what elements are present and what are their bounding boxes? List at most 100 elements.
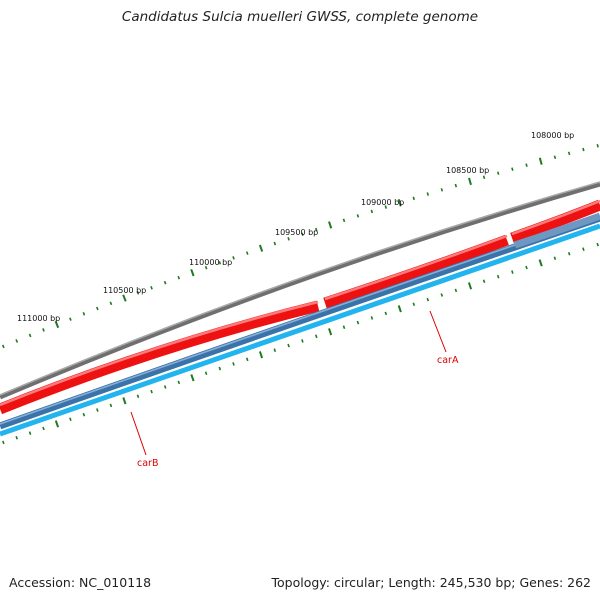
- inner-tick-minor: [384, 311, 388, 316]
- inner-tick-minor: [356, 320, 360, 325]
- outer-tick-minor: [525, 163, 528, 167]
- reverse-gene-end-cap: [513, 212, 600, 249]
- forward-gene-next: [510, 199, 600, 244]
- inner-tick-minor: [553, 256, 557, 261]
- outer-tick-minor: [273, 241, 277, 246]
- outer-tick-minor: [497, 171, 500, 175]
- outer-tick-major: [328, 221, 333, 229]
- outer-tick-minor: [426, 192, 430, 196]
- inner-tick-minor: [426, 297, 430, 302]
- carB-label-line: [130, 411, 147, 456]
- outer-tick-minor: [370, 209, 374, 214]
- inner-scale-ticks: [2, 242, 599, 445]
- outer-tick-minor: [150, 286, 153, 290]
- scale-label-109000: 109000 bp: [361, 198, 404, 207]
- outer-tick-minor: [440, 188, 444, 192]
- inner-tick-minor: [370, 316, 374, 320]
- gene-label-carB: carB: [137, 458, 158, 469]
- inner-tick-minor: [301, 339, 304, 343]
- outer-tick-major: [468, 177, 472, 186]
- inner-tick-major: [538, 259, 543, 267]
- scale-label-110000: 110000 bp: [189, 258, 232, 267]
- inner-tick-minor: [440, 293, 444, 297]
- scale-label-108500: 108500 bp: [446, 166, 489, 175]
- backbone-highlight: [0, 181, 600, 396]
- inner-tick-minor: [218, 366, 222, 371]
- outer-tick-minor: [245, 251, 249, 255]
- inner-tick-minor: [582, 247, 585, 251]
- inner-tick-minor: [42, 426, 45, 431]
- inner-tick-minor: [2, 440, 5, 445]
- inner-tick-minor: [82, 412, 86, 417]
- inner-tick-major: [190, 374, 195, 382]
- outer-tick-minor: [596, 144, 599, 148]
- accession-text: Accession: NC_010118: [9, 575, 152, 590]
- outer-tick-minor: [96, 306, 99, 311]
- outer-tick-minor: [69, 317, 72, 321]
- carA-label-line: [429, 310, 447, 353]
- reverse-gene-band: [0, 214, 600, 430]
- inner-tick-minor: [496, 274, 500, 279]
- inner-tick-minor: [567, 251, 571, 256]
- inner-tick-minor: [28, 431, 32, 435]
- outer-tick-minor: [1, 344, 5, 349]
- inner-tick-minor: [177, 380, 181, 385]
- outer-tick-major: [258, 244, 264, 252]
- outer-tick-minor: [28, 333, 32, 338]
- inner-tick-major: [122, 397, 127, 405]
- outer-tick-major: [397, 199, 402, 207]
- inner-tick-minor: [204, 371, 208, 375]
- outer-tick-minor: [232, 256, 235, 260]
- gene-label-carA: carA: [437, 355, 459, 366]
- inner-tick-minor: [69, 417, 72, 422]
- outer-tick-minor: [567, 151, 571, 156]
- outer-tick-major: [190, 269, 195, 277]
- outer-tick-minor: [301, 232, 304, 236]
- inner-tick-minor: [109, 403, 113, 408]
- outer-tick-minor: [315, 227, 318, 232]
- outer-tick-minor: [384, 205, 388, 209]
- inner-tick-major: [397, 305, 402, 313]
- inner-tick-minor: [163, 385, 167, 389]
- inner-tick-minor: [315, 334, 318, 339]
- outer-tick-minor: [177, 275, 181, 280]
- inner-tick-minor: [150, 389, 153, 394]
- outer-scale-ticks: [1, 144, 599, 349]
- inner-tick-minor: [136, 394, 140, 398]
- outer-tick-minor: [356, 214, 360, 218]
- outer-tick-minor: [342, 218, 346, 223]
- inner-tick-minor: [454, 288, 458, 293]
- inner-tick-minor: [287, 343, 290, 348]
- forward-gene-carB: [0, 300, 320, 415]
- inner-tick-minor: [596, 242, 599, 247]
- outer-tick-minor: [109, 301, 113, 306]
- inner-tick-minor: [342, 325, 346, 329]
- forward-gene-carA-shine: [324, 234, 508, 301]
- scale-label-111000: 111000 bp: [17, 314, 60, 323]
- forward-gene-next-shine: [511, 199, 600, 236]
- outer-tick-minor: [15, 339, 19, 343]
- inner-tick-major: [54, 420, 60, 428]
- inner-tick-minor: [511, 270, 514, 274]
- inner-tick-minor: [412, 302, 416, 306]
- reverse-cds-band: [0, 223, 600, 437]
- outer-tick-minor: [163, 280, 167, 285]
- scale-label-109500: 109500 bp: [275, 228, 318, 237]
- inner-tick-major: [467, 282, 473, 290]
- outer-tick-minor: [582, 147, 585, 152]
- inner-tick-minor: [482, 279, 486, 284]
- outer-tick-minor: [553, 155, 557, 160]
- outer-tick-major: [122, 294, 127, 302]
- outer-tick-minor: [412, 196, 415, 201]
- outer-tick-minor: [136, 291, 140, 295]
- forward-gene-carB-shine: [0, 300, 319, 407]
- scale-label-110500: 110500 bp: [103, 286, 146, 295]
- outer-tick-major: [538, 157, 543, 165]
- outer-tick-minor: [218, 261, 222, 265]
- outer-tick-minor: [287, 237, 290, 241]
- outer-tick-minor: [82, 312, 86, 316]
- outer-tick-minor: [42, 328, 45, 332]
- outer-tick-major: [54, 320, 60, 329]
- outer-tick-minor: [204, 265, 208, 270]
